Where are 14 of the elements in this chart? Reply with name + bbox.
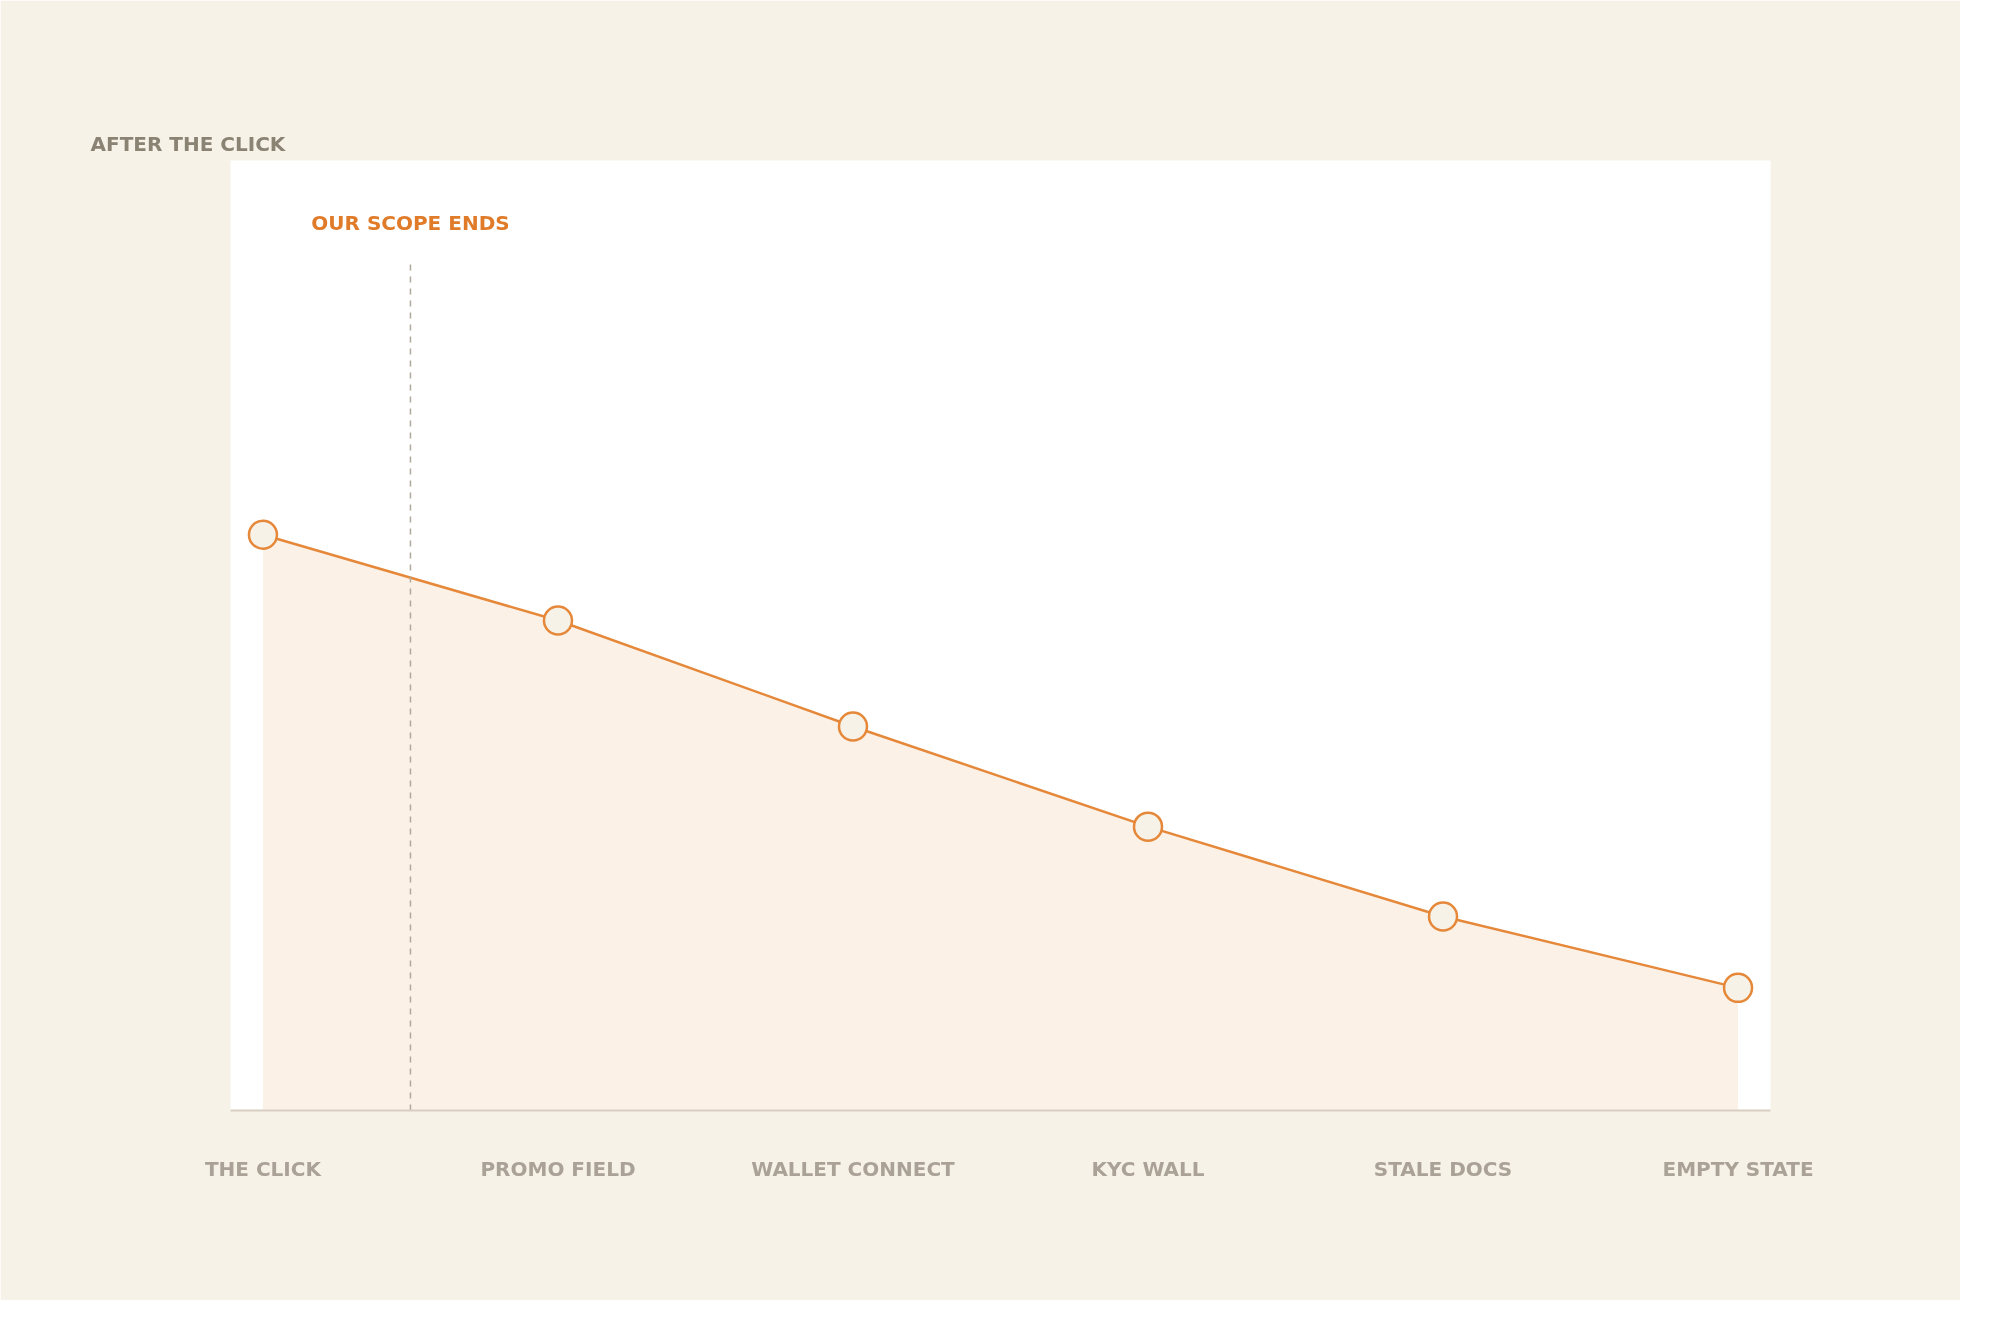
x-tick-label: STALE DOCS	[1373, 1156, 1513, 1181]
x-tick-label: THE CLICK	[204, 1156, 323, 1181]
x-tick-label: KYC WALL	[1091, 1156, 1205, 1181]
point	[1132, 811, 1164, 842]
x-tick-label: PROMO FIELD	[480, 1156, 636, 1181]
point	[1722, 972, 1754, 1004]
point	[837, 711, 869, 742]
text: OUR SCOPE ENDS	[311, 211, 510, 236]
point	[247, 519, 279, 550]
x-tick-label: EMPTY STATE	[1662, 1156, 1814, 1181]
x-tick-label: WALLET CONNECT	[751, 1156, 956, 1181]
point	[1427, 901, 1459, 932]
chart-title: AFTER THE CLICK	[90, 131, 287, 156]
point	[542, 605, 574, 636]
